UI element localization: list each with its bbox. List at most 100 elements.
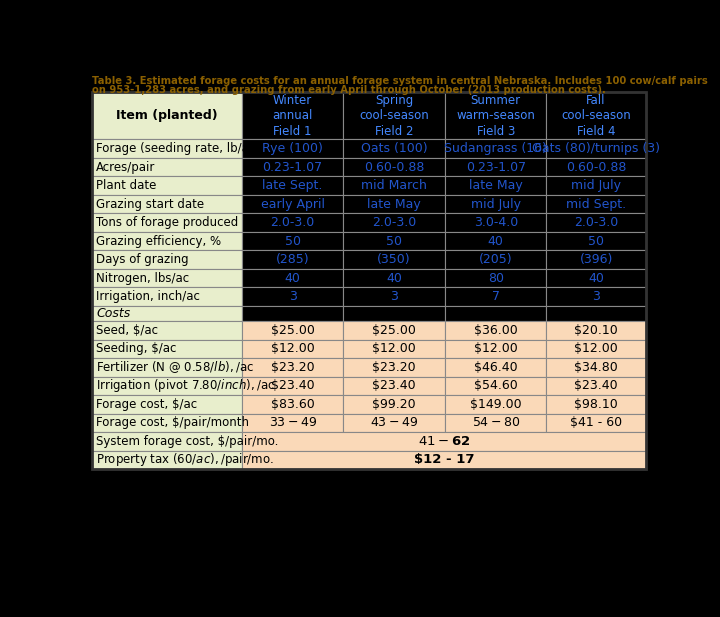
Text: 2.0-3.0: 2.0-3.0: [372, 216, 416, 229]
Text: (350): (350): [377, 253, 411, 266]
Bar: [343, 306, 445, 321]
Bar: [343, 195, 445, 213]
Bar: [343, 358, 445, 376]
Bar: [445, 395, 546, 413]
Bar: [242, 321, 343, 340]
Bar: [343, 321, 445, 340]
Text: 40: 40: [386, 271, 402, 284]
Bar: [92, 269, 242, 288]
Bar: [343, 340, 445, 358]
Text: Item (planted): Item (planted): [117, 109, 218, 122]
Text: Rye (100): Rye (100): [262, 143, 323, 155]
Text: 0.23-1.07: 0.23-1.07: [263, 160, 323, 174]
Text: (396): (396): [580, 253, 613, 266]
Text: Grazing efficiency, %: Grazing efficiency, %: [96, 234, 221, 247]
Bar: [242, 195, 343, 213]
Text: 0.23-1.07: 0.23-1.07: [466, 160, 526, 174]
Bar: [445, 176, 546, 195]
Bar: [445, 213, 546, 232]
Text: Forage cost, $/pair/month: Forage cost, $/pair/month: [96, 416, 249, 429]
Text: 40: 40: [487, 234, 504, 247]
Bar: [445, 92, 546, 139]
Text: $54.60: $54.60: [474, 379, 518, 392]
Bar: [546, 213, 646, 232]
Bar: [343, 395, 445, 413]
Text: Fall
cool-season
Field 4: Fall cool-season Field 4: [561, 94, 631, 138]
Text: $25.00: $25.00: [271, 324, 315, 337]
Bar: [445, 340, 546, 358]
Text: 0.60-0.88: 0.60-0.88: [364, 160, 424, 174]
Text: $23.40: $23.40: [372, 379, 416, 392]
Text: mid July: mid July: [571, 179, 621, 192]
Bar: [445, 306, 546, 321]
Text: $83.60: $83.60: [271, 398, 315, 411]
Text: 80: 80: [487, 271, 504, 284]
Bar: [92, 432, 242, 450]
Text: $99.20: $99.20: [372, 398, 416, 411]
Bar: [343, 213, 445, 232]
Text: $25.00: $25.00: [372, 324, 416, 337]
Bar: [445, 321, 546, 340]
Bar: [445, 139, 546, 158]
Bar: [242, 432, 646, 450]
Bar: [445, 251, 546, 269]
Bar: [242, 288, 343, 306]
Text: 40: 40: [284, 271, 301, 284]
Text: mid Sept.: mid Sept.: [566, 197, 626, 210]
Bar: [343, 376, 445, 395]
Text: Grazing start date: Grazing start date: [96, 197, 204, 210]
Bar: [445, 232, 546, 251]
Text: Tons of forage produced: Tons of forage produced: [96, 216, 238, 229]
Bar: [546, 251, 646, 269]
Text: 3: 3: [390, 290, 398, 303]
Text: $23.40: $23.40: [271, 379, 315, 392]
Text: Plant date: Plant date: [96, 179, 156, 192]
Text: (285): (285): [276, 253, 310, 266]
Text: $23.40: $23.40: [575, 379, 618, 392]
Bar: [92, 413, 242, 432]
Bar: [546, 413, 646, 432]
Bar: [92, 358, 242, 376]
Bar: [546, 321, 646, 340]
Bar: [242, 232, 343, 251]
Text: 3: 3: [289, 290, 297, 303]
Text: Irrigation (pivot $7.80/inch), $/ac: Irrigation (pivot $7.80/inch), $/ac: [96, 378, 275, 394]
Bar: [92, 340, 242, 358]
Text: System forage cost, $/pair/mo.: System forage cost, $/pair/mo.: [96, 435, 279, 448]
Text: $34.80: $34.80: [575, 361, 618, 374]
Text: $33 - $49: $33 - $49: [269, 416, 317, 429]
Text: $46.40: $46.40: [474, 361, 518, 374]
Bar: [546, 176, 646, 195]
Text: Irrigation, inch/ac: Irrigation, inch/ac: [96, 290, 200, 303]
Text: 2.0-3.0: 2.0-3.0: [574, 216, 618, 229]
Bar: [242, 395, 343, 413]
Bar: [242, 413, 343, 432]
Text: $12.00: $12.00: [372, 342, 416, 355]
Text: $12 - 17: $12 - 17: [413, 453, 474, 466]
Text: late May: late May: [469, 179, 523, 192]
Bar: [343, 139, 445, 158]
Bar: [242, 340, 343, 358]
Bar: [343, 232, 445, 251]
Bar: [343, 158, 445, 176]
Bar: [92, 139, 242, 158]
Bar: [445, 358, 546, 376]
Text: Forage (seeding rate, lb/ac): Forage (seeding rate, lb/ac): [96, 143, 260, 155]
Bar: [546, 158, 646, 176]
Bar: [445, 195, 546, 213]
Text: $98.10: $98.10: [575, 398, 618, 411]
Bar: [242, 306, 343, 321]
Bar: [546, 288, 646, 306]
Bar: [242, 176, 343, 195]
Bar: [546, 358, 646, 376]
Text: Days of grazing: Days of grazing: [96, 253, 189, 266]
Bar: [92, 450, 242, 469]
Bar: [92, 395, 242, 413]
Bar: [546, 340, 646, 358]
Bar: [546, 376, 646, 395]
Text: Costs: Costs: [96, 307, 130, 320]
Text: Forage cost, $/ac: Forage cost, $/ac: [96, 398, 197, 411]
Bar: [445, 288, 546, 306]
Bar: [546, 306, 646, 321]
Text: $20.10: $20.10: [575, 324, 618, 337]
